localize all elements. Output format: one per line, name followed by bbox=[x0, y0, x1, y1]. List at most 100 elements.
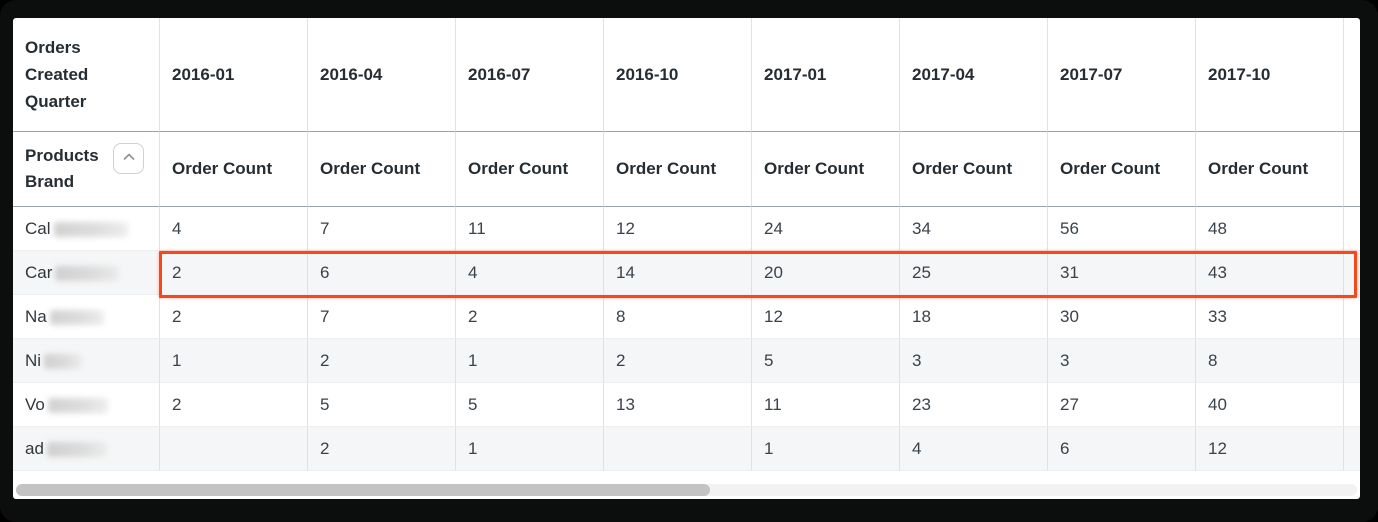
quarter-header-row: Orders Created Quarter 2016-01 2016-04 201… bbox=[13, 18, 1360, 132]
row-label-cell[interactable]: ad bbox=[13, 427, 160, 471]
quarter-column-header[interactable]: 2017-07 bbox=[1048, 18, 1196, 132]
value-cell[interactable]: 40 bbox=[1196, 383, 1344, 427]
value-cell[interactable]: 2 bbox=[456, 295, 604, 339]
redacted-label bbox=[44, 353, 83, 369]
value-cell[interactable]: 23 bbox=[900, 383, 1048, 427]
value-cell[interactable]: 5 bbox=[308, 383, 456, 427]
value-cell[interactable]: 11 bbox=[752, 383, 900, 427]
row-label-text: Na bbox=[25, 306, 47, 326]
value-cell[interactable]: 34 bbox=[900, 207, 1048, 251]
quarter-column-header[interactable]: 2016-04 bbox=[308, 18, 456, 132]
pivot-table: Orders Created Quarter 2016-01 2016-04 201… bbox=[13, 18, 1360, 471]
value-cell[interactable]: 27 bbox=[1048, 383, 1196, 427]
value-cell[interactable]: 5 bbox=[752, 339, 900, 383]
value-cell[interactable] bbox=[604, 427, 752, 471]
scrollbar-thumb[interactable] bbox=[16, 484, 710, 496]
value-cell[interactable]: 33 bbox=[1196, 295, 1344, 339]
horizontal-scrollbar[interactable] bbox=[16, 484, 1357, 496]
value-cell[interactable]: 11 bbox=[456, 207, 604, 251]
value-cell[interactable]: 12 bbox=[604, 207, 752, 251]
quarter-column-header[interactable]: 2016-01 bbox=[160, 18, 308, 132]
redacted-label bbox=[53, 221, 128, 237]
row-label-cell[interactable]: Ni bbox=[13, 339, 160, 383]
value-cell[interactable]: 4 bbox=[456, 251, 604, 295]
row-label-cell[interactable]: Vo bbox=[13, 383, 160, 427]
row-label-text: ad bbox=[25, 438, 44, 458]
measure-column-header[interactable]: Order Count bbox=[160, 132, 308, 207]
row-spacer bbox=[1344, 339, 1360, 383]
value-cell[interactable]: 30 bbox=[1048, 295, 1196, 339]
value-cell[interactable]: 12 bbox=[752, 295, 900, 339]
value-cell[interactable]: 8 bbox=[1196, 339, 1344, 383]
corner-header: Orders Created Quarter bbox=[13, 18, 160, 132]
header-spacer bbox=[1344, 18, 1360, 132]
value-cell[interactable]: 48 bbox=[1196, 207, 1344, 251]
value-cell[interactable]: 1 bbox=[752, 427, 900, 471]
value-cell[interactable]: 6 bbox=[308, 251, 456, 295]
row-spacer bbox=[1344, 295, 1360, 339]
value-cell[interactable]: 2 bbox=[308, 427, 456, 471]
value-cell[interactable]: 25 bbox=[900, 251, 1048, 295]
quarter-column-header[interactable]: 2016-07 bbox=[456, 18, 604, 132]
table-row: Vo 2 5 5 13 11 23 27 40 bbox=[13, 383, 1360, 427]
redacted-label bbox=[46, 441, 107, 457]
measure-column-header[interactable]: Order Count bbox=[1196, 132, 1344, 207]
row-label-cell[interactable]: Cal bbox=[13, 207, 160, 251]
row-spacer bbox=[1344, 251, 1360, 295]
pivot-table-panel: Orders Created Quarter 2016-01 2016-04 201… bbox=[13, 18, 1360, 499]
value-cell[interactable]: 13 bbox=[604, 383, 752, 427]
value-cell[interactable]: 31 bbox=[1048, 251, 1196, 295]
value-cell[interactable]: 7 bbox=[308, 207, 456, 251]
value-cell[interactable]: 24 bbox=[752, 207, 900, 251]
row-spacer bbox=[1344, 383, 1360, 427]
value-cell[interactable]: 20 bbox=[752, 251, 900, 295]
value-cell[interactable]: 43 bbox=[1196, 251, 1344, 295]
value-cell[interactable]: 5 bbox=[456, 383, 604, 427]
row-label-cell[interactable]: Car bbox=[13, 251, 160, 295]
value-cell[interactable]: 2 bbox=[604, 339, 752, 383]
measure-column-header[interactable]: Order Count bbox=[1048, 132, 1196, 207]
measure-column-header[interactable]: Order Count bbox=[604, 132, 752, 207]
value-cell[interactable]: 56 bbox=[1048, 207, 1196, 251]
value-cell[interactable]: 2 bbox=[160, 295, 308, 339]
value-cell[interactable]: 1 bbox=[456, 427, 604, 471]
value-cell[interactable]: 18 bbox=[900, 295, 1048, 339]
row-dimension-label: Products Brand bbox=[25, 146, 99, 191]
measure-column-header[interactable]: Order Count bbox=[900, 132, 1048, 207]
value-cell[interactable]: 2 bbox=[160, 251, 308, 295]
row-dimension-header[interactable]: Products Brand bbox=[13, 132, 160, 207]
measure-column-header[interactable]: Order Count bbox=[308, 132, 456, 207]
value-cell[interactable]: 2 bbox=[308, 339, 456, 383]
redacted-label bbox=[47, 397, 108, 413]
chevron-up-icon bbox=[121, 149, 137, 168]
value-cell[interactable]: 4 bbox=[900, 427, 1048, 471]
collapse-header-button[interactable] bbox=[113, 143, 144, 174]
table-row: ad 2 1 1 4 6 12 bbox=[13, 427, 1360, 471]
row-label-cell[interactable]: Na bbox=[13, 295, 160, 339]
measure-column-header[interactable]: Order Count bbox=[752, 132, 900, 207]
value-cell[interactable]: 7 bbox=[308, 295, 456, 339]
row-label-text: Cal bbox=[25, 218, 51, 238]
quarter-column-header[interactable]: 2016-10 bbox=[604, 18, 752, 132]
quarter-column-header[interactable]: 2017-04 bbox=[900, 18, 1048, 132]
value-cell[interactable]: 1 bbox=[456, 339, 604, 383]
quarter-column-header[interactable]: 2017-01 bbox=[752, 18, 900, 132]
value-cell[interactable]: 3 bbox=[1048, 339, 1196, 383]
value-cell[interactable]: 4 bbox=[160, 207, 308, 251]
row-spacer bbox=[1344, 207, 1360, 251]
value-cell[interactable]: 14 bbox=[604, 251, 752, 295]
table-row: Cal 4 7 11 12 24 34 56 48 bbox=[13, 207, 1360, 251]
value-cell[interactable]: 12 bbox=[1196, 427, 1344, 471]
value-cell[interactable]: 2 bbox=[160, 383, 308, 427]
value-cell[interactable]: 8 bbox=[604, 295, 752, 339]
value-cell[interactable] bbox=[160, 427, 308, 471]
value-cell[interactable]: 1 bbox=[160, 339, 308, 383]
quarter-column-header[interactable]: 2017-10 bbox=[1196, 18, 1344, 132]
redacted-label bbox=[55, 265, 120, 281]
value-cell[interactable]: 6 bbox=[1048, 427, 1196, 471]
row-label-text: Car bbox=[25, 262, 53, 282]
measure-column-header[interactable]: Order Count bbox=[456, 132, 604, 207]
value-cell[interactable]: 3 bbox=[900, 339, 1048, 383]
